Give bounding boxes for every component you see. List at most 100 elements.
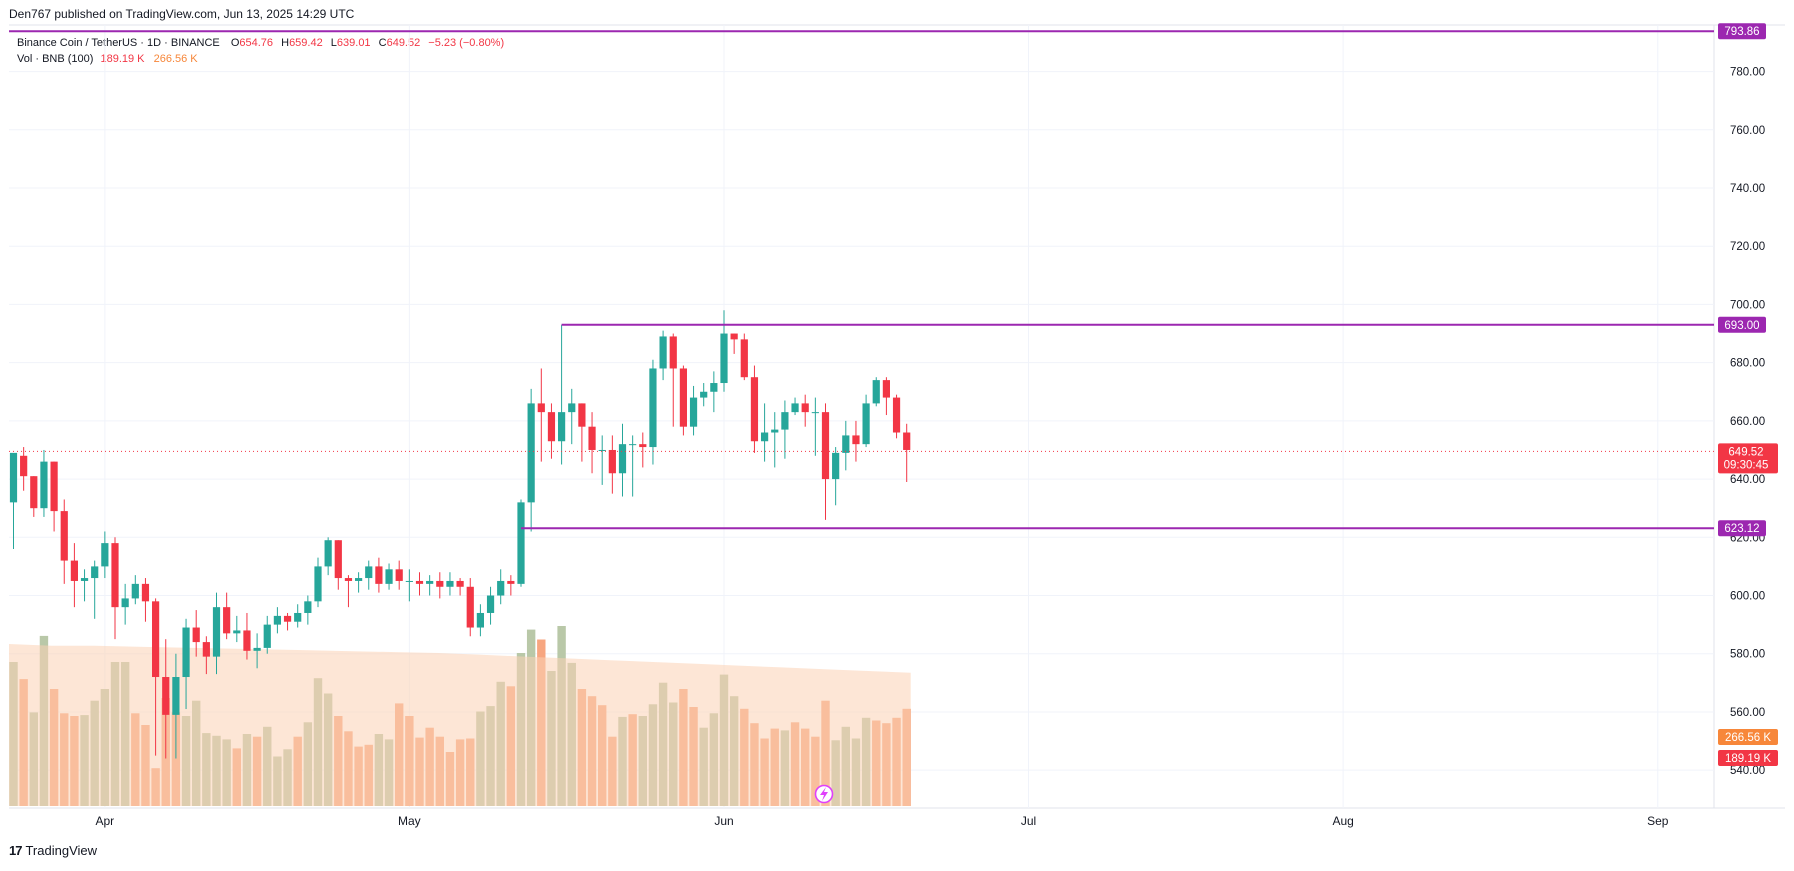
volume-bar xyxy=(801,728,810,806)
volume-bar xyxy=(374,734,384,806)
candle-body xyxy=(314,566,322,602)
volume-bar xyxy=(638,716,647,806)
candle-body xyxy=(172,677,180,715)
volume-bar xyxy=(790,722,800,806)
volume-bar xyxy=(831,740,840,806)
symbol-title[interactable]: Binance Coin / TetherUS · 1D · BINANCE xyxy=(17,37,220,49)
y-tick-label: 760.00 xyxy=(1730,125,1765,137)
candle-body xyxy=(30,476,38,509)
x-tick-label: Sep xyxy=(1647,814,1669,828)
footer-brand: TradingView xyxy=(25,843,98,858)
volume-bar xyxy=(435,736,444,806)
volume-bar xyxy=(80,715,89,806)
candle-body xyxy=(649,368,657,448)
volume-bar xyxy=(892,717,901,806)
candle-body xyxy=(852,435,860,445)
volume-bar xyxy=(689,707,698,806)
candle-body xyxy=(669,336,677,369)
candle-body xyxy=(771,429,779,433)
candle-body xyxy=(395,569,403,581)
x-tick-label: Apr xyxy=(96,814,115,828)
level-tag xyxy=(1718,316,1766,333)
volume-ma-value: 266.56 K xyxy=(153,53,198,65)
y-tick-label: 700.00 xyxy=(1730,299,1765,311)
volume-bar xyxy=(506,686,516,806)
volume-bar xyxy=(395,703,404,806)
candle-body xyxy=(344,578,353,581)
y-tick-label: 740.00 xyxy=(1730,183,1765,195)
volume-bar xyxy=(192,700,201,806)
level-tag-label: 623.12 xyxy=(1724,523,1759,535)
volume-bar xyxy=(415,737,424,806)
volume-bar xyxy=(851,738,861,806)
high-value: 659.42 xyxy=(289,37,323,49)
volume-bar xyxy=(131,713,140,806)
volume-label[interactable]: Vol · BNB (100) xyxy=(17,53,94,65)
chart-legend: Binance Coin / TetherUS · 1D · BINANCE O… xyxy=(17,35,504,67)
candle-body xyxy=(152,601,160,678)
y-tick-label: 580.00 xyxy=(1730,649,1765,661)
close-value: 649.52 xyxy=(386,37,421,49)
volume-bar xyxy=(334,716,343,806)
volume-bar xyxy=(841,726,850,806)
candle-body xyxy=(202,642,210,657)
volume-bar xyxy=(902,708,911,806)
candle-body xyxy=(903,432,911,450)
volume-bar xyxy=(882,723,891,806)
volume-bar xyxy=(60,713,69,806)
horizontal-levels[interactable] xyxy=(9,30,1714,530)
candle-body xyxy=(842,435,850,453)
candle-body xyxy=(578,403,586,427)
level-tag xyxy=(1718,23,1766,40)
volume-bar xyxy=(537,639,546,806)
y-tick-label: 540.00 xyxy=(1730,765,1765,777)
candle-body xyxy=(517,502,525,584)
volume-bar xyxy=(323,693,333,806)
volume-bar xyxy=(222,739,231,806)
candle-body xyxy=(415,580,424,584)
time-axis[interactable]: Apr May Jun Jul Aug Sep xyxy=(96,814,1669,828)
volume-bar xyxy=(202,733,211,806)
candle-body xyxy=(618,444,627,474)
volume-bar xyxy=(70,716,79,806)
volume-bar xyxy=(679,689,688,806)
volume-bar xyxy=(90,700,99,806)
footer: 17 TradingView xyxy=(9,843,97,858)
candle-body xyxy=(405,580,413,582)
x-tick-label: Jul xyxy=(1021,814,1036,828)
y-tick-label: 720.00 xyxy=(1730,241,1765,253)
volume-bar xyxy=(486,706,495,806)
y-tick-label: 780.00 xyxy=(1730,67,1765,79)
volume-bar xyxy=(587,696,597,806)
candles xyxy=(9,310,911,759)
candle-body xyxy=(263,624,271,648)
candle-body xyxy=(355,578,363,581)
volume-bar xyxy=(780,730,790,806)
volume-bar xyxy=(455,739,465,806)
change-value: −5.23 (−0.80%) xyxy=(428,37,505,49)
volume-bar xyxy=(405,716,414,806)
volume-bar xyxy=(547,671,556,806)
candle-body xyxy=(20,455,28,477)
candle-body xyxy=(679,368,687,427)
volume-bar xyxy=(658,682,668,806)
last-price-tag xyxy=(1718,443,1778,474)
volume-bar xyxy=(425,727,434,806)
candle-body xyxy=(882,380,890,398)
volume-bar xyxy=(120,662,130,806)
candle-body xyxy=(50,461,58,512)
level-tag-label: 693.00 xyxy=(1724,320,1759,332)
y-tick-label: 560.00 xyxy=(1730,707,1765,719)
price-axis[interactable]: 780.00 760.00 740.00 720.00 700.00 680.00 660.… xyxy=(1730,67,1765,778)
volume-bar xyxy=(293,736,302,806)
candle-body xyxy=(91,566,99,579)
volume-bar xyxy=(445,752,455,806)
lightning-icon[interactable] xyxy=(814,784,834,804)
volume-bar xyxy=(384,739,394,806)
volume-bar xyxy=(29,712,38,806)
volume-bar xyxy=(861,717,871,806)
volume-bar xyxy=(263,726,272,806)
volume-bar xyxy=(709,713,719,806)
candle-body xyxy=(720,333,728,384)
